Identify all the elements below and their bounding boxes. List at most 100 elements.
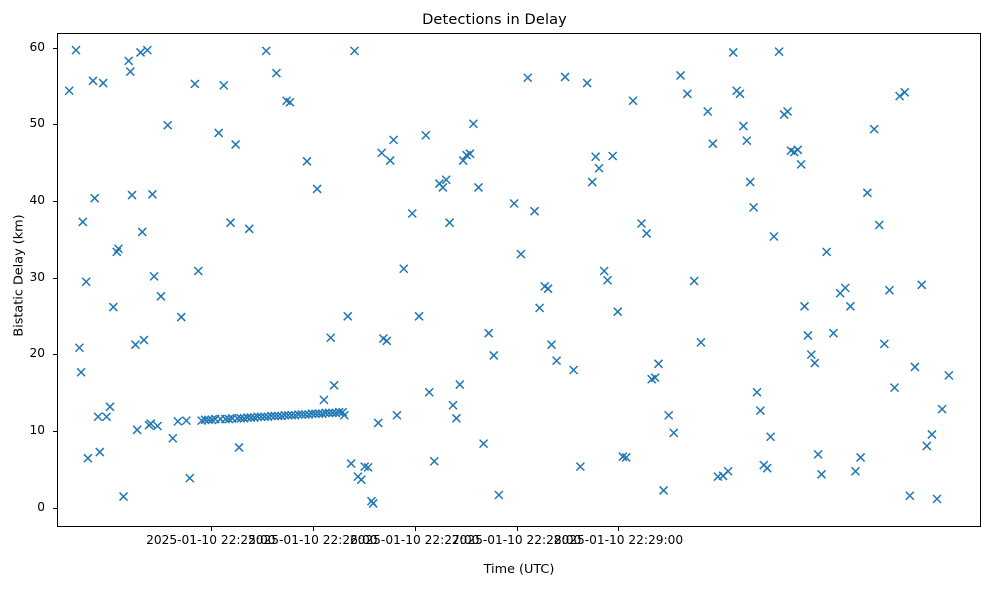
scatter-point — [389, 135, 399, 145]
scatter-point — [90, 193, 100, 203]
scatter-point — [78, 217, 88, 227]
scatter-point — [368, 498, 378, 508]
scatter-point — [465, 149, 475, 159]
scatter-point — [728, 47, 738, 57]
scatter-point — [108, 302, 118, 312]
scatter-point — [139, 335, 149, 345]
y-tick-mark — [53, 431, 57, 433]
scatter-point — [796, 159, 806, 169]
scatter-point — [93, 412, 103, 422]
scatter-point — [168, 433, 178, 443]
scatter-point — [479, 439, 489, 449]
scatter-point — [696, 337, 706, 347]
y-tick-label: 20 — [29, 346, 45, 361]
scatter-point — [200, 415, 210, 425]
scatter-point — [613, 307, 623, 317]
scatter-point — [173, 416, 183, 426]
scatter-point — [81, 277, 91, 287]
scatter-point — [774, 47, 784, 57]
scatter-point — [650, 373, 660, 383]
scatter-point — [102, 412, 112, 422]
scatter-point — [135, 47, 146, 57]
scatter-point — [816, 469, 827, 479]
scatter-point — [193, 266, 203, 276]
scatter-point — [399, 264, 409, 274]
scatter-point — [224, 414, 234, 424]
scatter-point — [441, 175, 451, 185]
scatter-point — [226, 218, 236, 228]
scatter-point — [752, 387, 762, 397]
scatter-point — [783, 106, 793, 117]
scatter-point — [326, 333, 336, 343]
scatter-point — [346, 459, 356, 469]
scatter-point — [156, 291, 166, 301]
scatter-point — [339, 410, 349, 420]
scatter-point — [163, 120, 173, 130]
x-axis-label: Time (UTC) — [483, 562, 555, 577]
scatter-point — [621, 452, 631, 462]
scatter-point — [185, 473, 195, 483]
scatter-point — [749, 202, 759, 212]
scatter-point — [181, 416, 191, 426]
scatter-point — [494, 490, 504, 500]
x-tick-label: 2025-01-10 22:26:00 — [248, 533, 378, 547]
scatter-point — [664, 410, 674, 420]
scatter-point — [297, 409, 307, 420]
scatter-point — [618, 452, 628, 462]
scatter-point — [473, 182, 484, 192]
scatter-point — [119, 492, 129, 502]
scatter-point — [591, 152, 601, 162]
scatter-point — [529, 206, 540, 216]
x-tick-label: 2025-01-10 22:25:00 — [146, 533, 276, 547]
scatter-point — [83, 453, 93, 463]
scatter-point — [270, 411, 280, 421]
scatter-point — [451, 413, 461, 423]
scatter-point — [769, 231, 779, 242]
scatter-point — [319, 395, 329, 405]
scatter-point — [130, 340, 140, 350]
scatter-point — [813, 449, 823, 459]
scatter-point — [256, 412, 266, 422]
scatter-point — [124, 56, 134, 66]
scatter-point — [468, 119, 478, 129]
scatter-point — [307, 409, 317, 419]
scatter-point — [742, 136, 752, 146]
scatter-point — [659, 485, 669, 495]
scatter-point — [523, 73, 533, 83]
scatter-point — [190, 79, 200, 89]
y-tick-mark — [53, 124, 57, 126]
page-title: Detections in Delay — [422, 11, 567, 28]
scatter-point — [392, 410, 402, 420]
scatter-point — [343, 311, 353, 321]
y-tick-mark — [53, 507, 57, 509]
scatter-point — [636, 218, 647, 229]
scatter-point — [828, 328, 838, 338]
scatter-point — [890, 383, 900, 393]
scatter-point — [429, 456, 439, 466]
scatter-point — [642, 228, 652, 238]
scatter-point — [234, 442, 244, 452]
scatter-point — [599, 266, 609, 276]
scatter-point — [363, 462, 373, 472]
scatter-point — [445, 218, 455, 228]
scatter-point — [535, 303, 545, 313]
scatter-point — [414, 311, 424, 321]
scatter-point — [76, 367, 86, 377]
scatter-point — [869, 124, 879, 134]
scatter-point — [356, 475, 366, 485]
scatter-point — [74, 343, 84, 353]
scatter-point — [856, 452, 866, 462]
scatter-point — [708, 139, 718, 149]
scatter-point — [113, 244, 123, 254]
scatter-point — [207, 415, 217, 425]
scatter-point — [285, 97, 295, 107]
x-tick-label: 2025-01-10 22:27:00 — [349, 533, 480, 547]
scatter-point — [628, 96, 638, 106]
scatter-point — [895, 91, 905, 101]
scatter-point — [231, 139, 241, 149]
y-tick-mark — [53, 354, 57, 356]
y-tick-label: 10 — [29, 423, 45, 438]
scatter-series — [64, 45, 954, 508]
scatter-point — [214, 128, 224, 138]
